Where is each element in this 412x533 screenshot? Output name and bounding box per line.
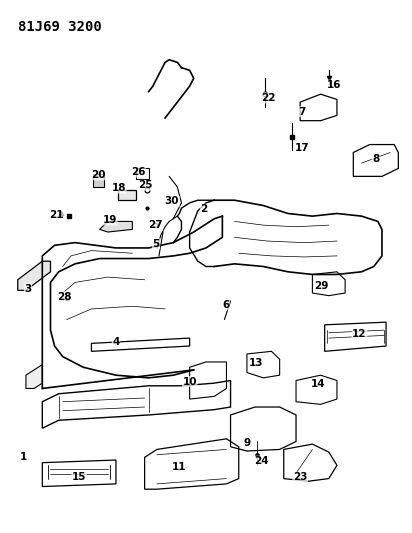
Text: 13: 13 [249,358,263,368]
Text: 4: 4 [112,337,119,347]
Polygon shape [18,261,51,290]
Polygon shape [94,174,104,187]
Text: 17: 17 [295,143,309,154]
Text: 26: 26 [131,167,145,177]
Text: 22: 22 [261,93,276,103]
Text: 25: 25 [138,180,153,190]
Text: 11: 11 [172,462,187,472]
Polygon shape [100,221,132,232]
Text: 29: 29 [315,281,329,291]
Text: 21: 21 [49,209,64,220]
Text: 81J69 3200: 81J69 3200 [18,20,101,34]
Text: 27: 27 [148,220,163,230]
Text: 6: 6 [222,300,229,310]
Text: 24: 24 [254,456,269,466]
Polygon shape [118,190,136,200]
Text: 3: 3 [24,284,32,294]
Text: 8: 8 [372,154,379,164]
Text: 5: 5 [152,239,160,249]
Text: 23: 23 [293,472,307,482]
Text: 19: 19 [103,215,117,225]
Text: 12: 12 [352,329,367,339]
Text: 28: 28 [58,292,72,302]
Text: 18: 18 [112,183,126,193]
Text: 16: 16 [326,80,341,90]
Text: 14: 14 [311,379,326,389]
Text: 30: 30 [165,196,179,206]
Text: 2: 2 [200,204,208,214]
Text: 15: 15 [72,472,87,482]
Polygon shape [26,365,42,389]
Text: 20: 20 [91,170,106,180]
Text: 10: 10 [183,376,197,386]
Text: 7: 7 [298,107,306,117]
Text: 1: 1 [20,453,28,463]
Text: 9: 9 [243,438,250,448]
